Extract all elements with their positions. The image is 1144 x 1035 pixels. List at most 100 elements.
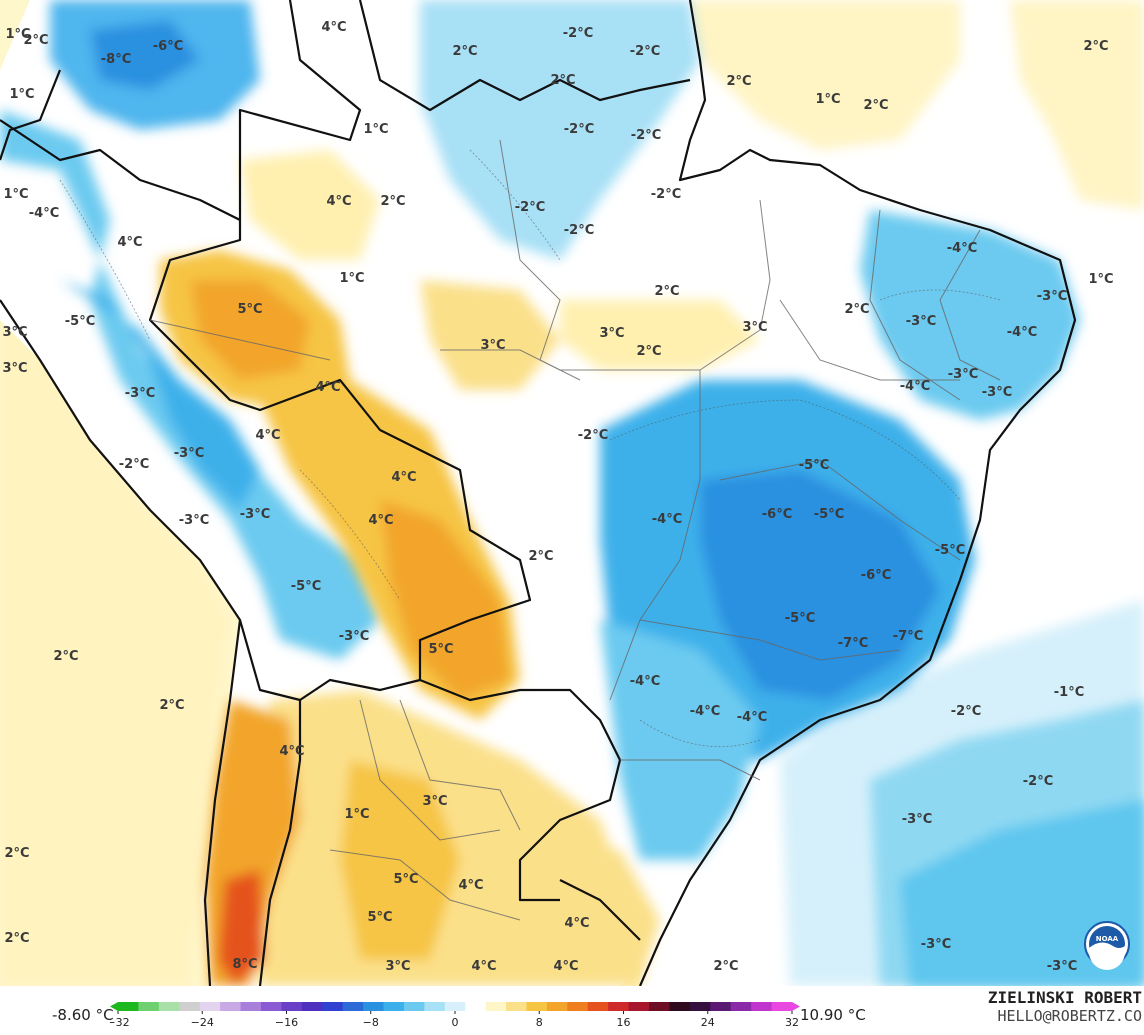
color-scale-tick-label: −24 [191, 1016, 214, 1029]
color-scale-cell [526, 1002, 548, 1011]
contour-lines [59, 149, 1001, 748]
color-scale-cell [240, 1002, 262, 1011]
noaa-logo: NOAA [1084, 921, 1130, 970]
anomaly-label: -3°C [339, 629, 369, 644]
anomaly-label: 1°C [1088, 272, 1113, 287]
anomaly-label: 3°C [480, 338, 505, 353]
anomaly-label: -2°C [563, 26, 593, 41]
anomaly-label: 4°C [315, 380, 340, 395]
anomaly-label: 4°C [471, 959, 496, 974]
coastline-north [638, 0, 1077, 986]
anomaly-label: -3°C [174, 446, 204, 461]
anomaly-label: 1°C [815, 92, 840, 107]
anomaly-label: 4°C [279, 744, 304, 759]
color-scale-cell [403, 1002, 425, 1011]
anomaly-label: -2°C [951, 704, 981, 719]
color-scale-cell [220, 1002, 242, 1011]
anomaly-label: -4°C [630, 674, 660, 689]
warm-field-amazon-west [240, 150, 380, 260]
anomaly-label: -3°C [902, 812, 932, 827]
warm-field-south-brazil [520, 840, 660, 986]
anomaly-label: -4°C [900, 379, 930, 394]
anomaly-label: -8°C [101, 52, 131, 67]
anomaly-label: -5°C [935, 543, 965, 558]
color-scale-max-arrow [792, 1002, 800, 1011]
anomaly-label: 4°C [321, 20, 346, 35]
anomaly-label: -2°C [1023, 774, 1053, 789]
warm-field-bolivia-core [190, 280, 310, 380]
anomaly-label: -3°C [179, 513, 209, 528]
color-scale-cell [730, 1002, 752, 1011]
color-scale-cell [546, 1002, 568, 1011]
color-scale-cell [301, 1002, 323, 1011]
color-scale-cell [689, 1002, 711, 1011]
warm-field-amazon-central [420, 280, 560, 390]
color-scale-cells [110, 1002, 800, 1011]
anomaly-label: 5°C [393, 872, 418, 887]
legend-max-label: 10.90 °C [800, 1006, 866, 1024]
anomaly-label: -2°C [630, 44, 660, 59]
anomaly-label: 2°C [550, 73, 575, 88]
atlantic-cold-core-south [900, 800, 1144, 986]
anomaly-label: 1°C [3, 187, 28, 202]
anomaly-label: 2°C [844, 302, 869, 317]
anomaly-label: -3°C [921, 937, 951, 952]
warm-anomaly-fields [160, 150, 760, 986]
color-scale-cell [138, 1002, 160, 1011]
anomaly-label: 3°C [599, 326, 624, 341]
anomaly-label: 2°C [4, 931, 29, 946]
anomaly-label: -6°C [762, 507, 792, 522]
anomaly-label: -2°C [651, 187, 681, 202]
temperature-anomaly-map: 1°C 2°C 1°C -8°C -6°C 4°C 2°C -2°C -2°C … [0, 0, 1144, 986]
anomaly-label: 3°C [385, 959, 410, 974]
author-name: ZIELINSKI ROBERT [987, 988, 1142, 1007]
cold-field-southeast-core [700, 470, 940, 700]
anomaly-label: 2°C [380, 194, 405, 209]
color-scale-cell [465, 1002, 487, 1011]
anomaly-label: 4°C [255, 428, 280, 443]
atlantic-warm-patch [660, 0, 960, 150]
country-borders [0, 0, 1077, 986]
border-andes-chile [238, 619, 421, 986]
anomaly-label: -2°C [564, 223, 594, 238]
color-scale-cell [444, 1002, 466, 1011]
color-scale-cell [669, 1002, 691, 1011]
anomaly-label: 2°C [863, 98, 888, 113]
anomaly-label: 4°C [458, 878, 483, 893]
anomaly-label: -4°C [29, 206, 59, 221]
anomaly-label: -5°C [814, 507, 844, 522]
anomaly-label: 4°C [326, 194, 351, 209]
color-scale-tick-label: 8 [536, 1016, 543, 1029]
color-scale-cell [363, 1002, 385, 1011]
color-scale-cell [506, 1002, 527, 1011]
cold-anomaly-fields [0, 0, 1080, 860]
cold-field-amazon-north [420, 0, 700, 260]
cold-field-northeast [860, 210, 1080, 420]
color-scale-cell [281, 1002, 303, 1011]
anomaly-label: 3°C [422, 794, 447, 809]
color-scale-cell [710, 1002, 732, 1011]
border-brazil-west [148, 0, 622, 902]
color-scale-tick-label: −8 [363, 1016, 379, 1029]
anomaly-label: 2°C [452, 44, 477, 59]
anomaly-label: -3°C [240, 507, 270, 522]
warm-field-andes-hot-core [218, 870, 265, 986]
anomaly-label: 3°C [742, 320, 767, 335]
noaa-logo-text: NOAA [1096, 935, 1119, 943]
color-scale-cell [179, 1002, 201, 1011]
anomaly-label: 3°C [2, 325, 27, 340]
color-scale-bar: −32 −24 −16 −8 0 8 16 24 32 [110, 1002, 800, 1029]
anomaly-label: -4°C [652, 512, 682, 527]
color-scale-cell [587, 1002, 609, 1011]
legend-footer: -8.60 °C −32 −24 −16 −8 0 8 16 24 32 10.90 °C ZI… [0, 986, 1144, 1035]
anomaly-label: -3°C [906, 314, 936, 329]
anomaly-label: 4°C [117, 235, 142, 250]
anomaly-label: -3°C [1047, 959, 1077, 974]
anomaly-label: -2°C [119, 457, 149, 472]
anomaly-label: -2°C [631, 128, 661, 143]
color-scale-cell [649, 1002, 670, 1011]
anomaly-label: 2°C [4, 846, 29, 861]
warm-field-paraguay-core [380, 500, 510, 700]
anomaly-label: 4°C [564, 916, 589, 931]
color-scale-cell [628, 1002, 650, 1011]
